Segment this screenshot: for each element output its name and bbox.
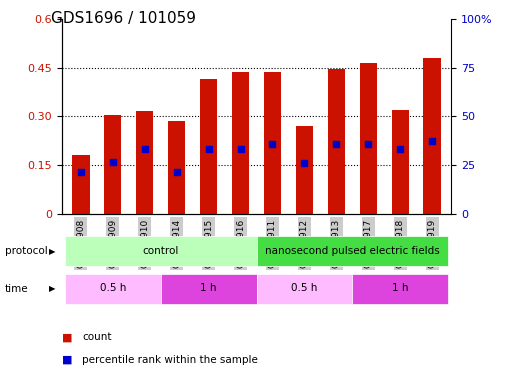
Text: ■: ■ [62,333,72,342]
FancyBboxPatch shape [161,274,256,304]
Text: ▶: ▶ [49,284,55,293]
Bar [391,110,409,214]
Text: ■: ■ [62,355,72,365]
Text: protocol: protocol [5,246,48,256]
Bar [232,72,249,214]
Text: count: count [82,333,112,342]
Bar [72,155,90,214]
Text: 0.5 h: 0.5 h [291,283,318,293]
Bar [264,72,281,214]
FancyBboxPatch shape [256,236,448,266]
Bar [136,111,153,214]
FancyBboxPatch shape [65,236,256,266]
Bar [360,63,377,214]
Bar [295,126,313,214]
Bar [423,58,441,214]
Bar [328,69,345,214]
FancyBboxPatch shape [65,274,161,304]
Text: nanosecond pulsed electric fields: nanosecond pulsed electric fields [265,246,440,256]
Text: control: control [143,246,179,256]
Bar [200,79,218,214]
Text: 1 h: 1 h [200,283,217,293]
FancyBboxPatch shape [256,274,352,304]
Text: 1 h: 1 h [392,283,408,293]
Bar [168,121,185,214]
Text: GDS1696 / 101059: GDS1696 / 101059 [51,11,196,26]
Text: ▶: ▶ [49,247,55,256]
Text: percentile rank within the sample: percentile rank within the sample [82,355,258,365]
Bar [104,115,122,214]
Text: time: time [5,284,29,294]
FancyBboxPatch shape [352,274,448,304]
Text: 0.5 h: 0.5 h [100,283,126,293]
